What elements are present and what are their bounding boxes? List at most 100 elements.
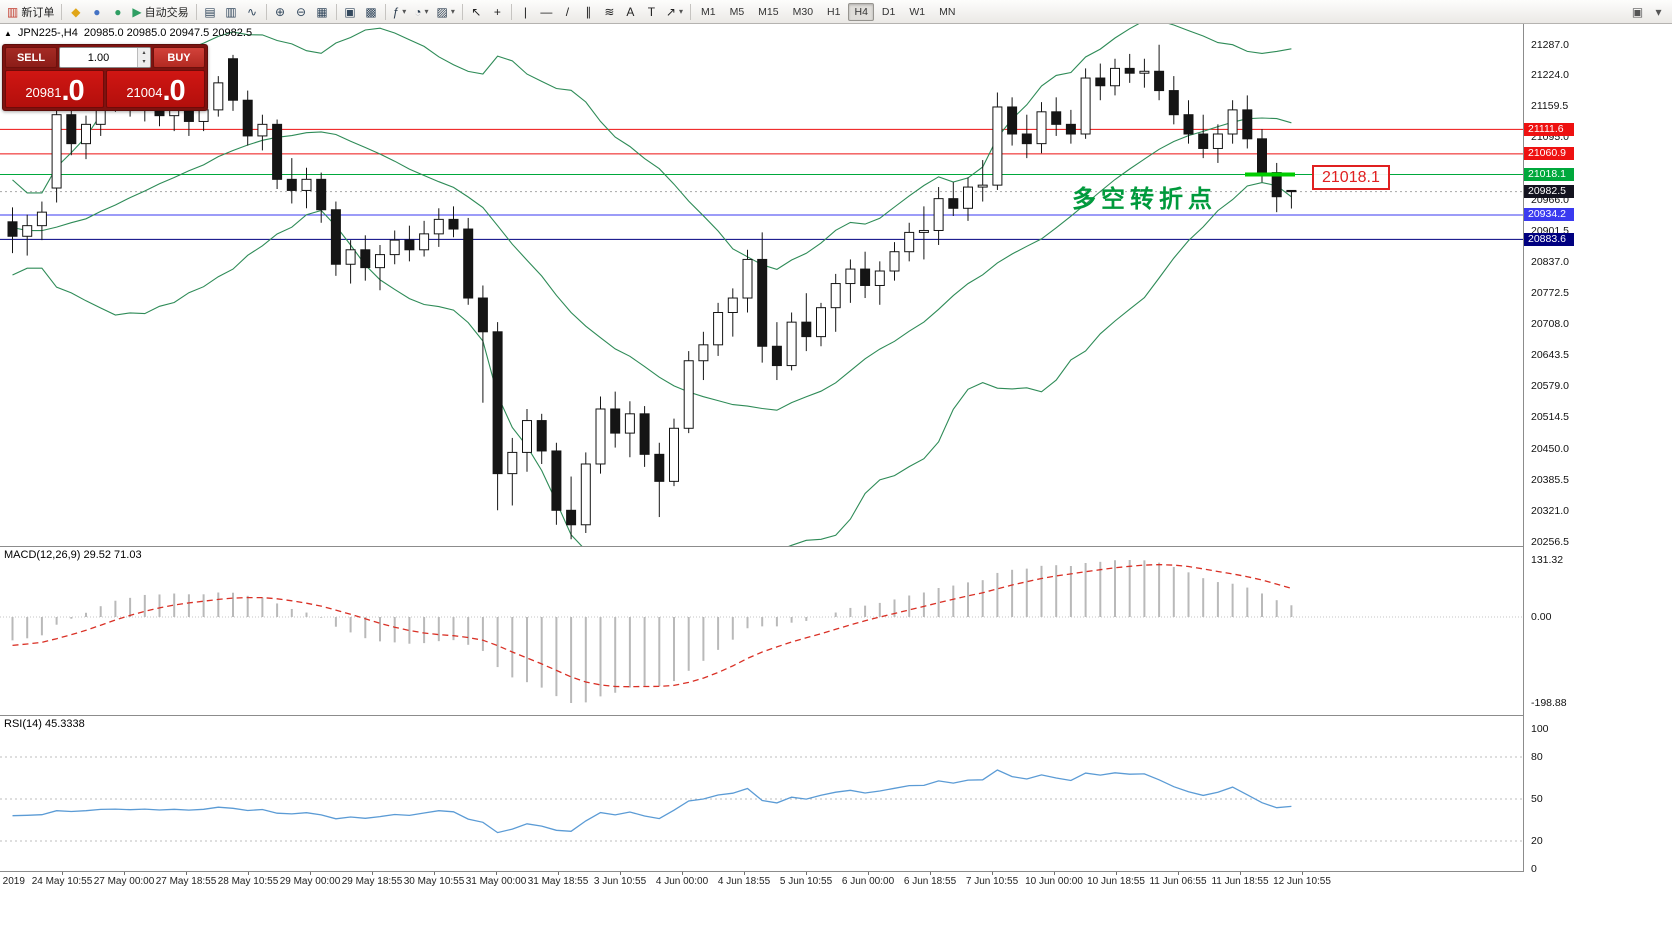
candle bbox=[1271, 162, 1282, 213]
time-label: 27 May 18:55 bbox=[155, 876, 217, 887]
fibonacci-icon: ≋ bbox=[604, 4, 615, 19]
arrows-button[interactable]: ↗ ▾ bbox=[662, 2, 687, 22]
line-chart-button[interactable]: ∿ bbox=[242, 2, 263, 22]
volume-up-button[interactable]: ▴ bbox=[138, 48, 150, 58]
zoom-in-button[interactable]: ⊕ bbox=[270, 2, 291, 22]
candle bbox=[551, 442, 562, 525]
toolbar-divider bbox=[61, 3, 63, 20]
vertical-line-button[interactable]: | bbox=[515, 2, 536, 22]
buy-button[interactable]: BUY bbox=[153, 47, 205, 68]
timeframe-m15-button[interactable]: M15 bbox=[758, 5, 779, 18]
rsi-panel[interactable] bbox=[0, 716, 1523, 871]
candlestick-chart-button[interactable]: ▥ bbox=[221, 2, 242, 22]
candle bbox=[1095, 63, 1106, 101]
horizontal-line-button[interactable]: — bbox=[536, 2, 557, 22]
news-button[interactable]: ● bbox=[107, 2, 128, 22]
restore-window-icon: ▣ bbox=[1631, 4, 1644, 19]
templates-button[interactable]: ▨ ▾ bbox=[433, 2, 459, 22]
vertical-line-icon: | bbox=[523, 4, 527, 19]
candle bbox=[786, 312, 797, 371]
timeframe-h4-button[interactable]: H4 bbox=[848, 2, 874, 21]
candle bbox=[860, 251, 871, 299]
sell-button[interactable]: SELL bbox=[5, 47, 57, 68]
fibonacci-button[interactable]: ≋ bbox=[599, 2, 620, 22]
volume-input[interactable] bbox=[60, 48, 137, 67]
candle bbox=[1021, 114, 1032, 159]
arrows-icon: ↗ bbox=[665, 4, 676, 19]
panel-collapse-icon[interactable]: ▲ bbox=[4, 28, 12, 38]
main-chart[interactable] bbox=[0, 24, 1523, 546]
candle bbox=[816, 302, 826, 347]
caret-icon: ▾ bbox=[402, 7, 407, 16]
timeframe-m30-button[interactable]: M30 bbox=[792, 5, 814, 18]
time-label: 29 May 18:55 bbox=[341, 876, 403, 887]
autotrading-button[interactable]: ▶ 自动交易 bbox=[128, 2, 192, 22]
buy-price-button[interactable]: 21004.0 bbox=[106, 70, 205, 108]
community-button[interactable]: ● bbox=[86, 2, 107, 22]
candle bbox=[874, 261, 885, 305]
volume-down-button[interactable]: ▾ bbox=[138, 57, 150, 67]
macd-panel[interactable] bbox=[0, 547, 1523, 715]
rsi-scale-label: 20 bbox=[1531, 835, 1543, 847]
candlestick-chart-icon: ▥ bbox=[225, 4, 237, 19]
bar-chart-button[interactable]: ▤ bbox=[200, 2, 221, 22]
candle bbox=[1286, 189, 1297, 209]
new-order-button[interactable]: ▥ 新订单 bbox=[3, 2, 58, 22]
indicators-button[interactable]: ƒ ▾ bbox=[389, 2, 411, 22]
time-label: 4 Jun 18:55 bbox=[717, 876, 771, 887]
equidistant-channel-button[interactable]: ∥ bbox=[578, 2, 599, 22]
candle bbox=[492, 322, 503, 511]
trendline-button[interactable]: / bbox=[557, 2, 578, 22]
cascade-windows-button[interactable]: ▩ bbox=[361, 2, 382, 22]
candle bbox=[22, 214, 33, 256]
price-label: 20450.0 bbox=[1531, 442, 1569, 455]
timeframe-h1-button[interactable]: H1 bbox=[827, 5, 841, 18]
candle bbox=[963, 177, 973, 221]
price-label: 20256.5 bbox=[1531, 535, 1569, 548]
price-scale[interactable]: 21287.0 21224.0 21159.5 21095.0 20966.0 20901… bbox=[1524, 0, 1672, 946]
timeframe-mn-button[interactable]: MN bbox=[939, 5, 956, 18]
timeframe-d1-button[interactable]: D1 bbox=[881, 5, 896, 18]
time-label: 12 Jun 10:55 bbox=[1273, 876, 1331, 887]
candle bbox=[992, 92, 1003, 190]
price-callout[interactable]: 21018.1 bbox=[1312, 165, 1390, 190]
timeframe-w1-button[interactable]: W1 bbox=[909, 5, 926, 18]
candle bbox=[463, 217, 474, 305]
auto-arrange-button[interactable]: ▦ bbox=[312, 2, 333, 22]
candle bbox=[639, 406, 650, 467]
candle bbox=[242, 90, 253, 146]
crosshair-button[interactable]: + bbox=[487, 2, 508, 22]
rsi-panel-separator[interactable] bbox=[0, 715, 1672, 716]
candle bbox=[1198, 114, 1209, 159]
time-label: 7 Jun 10:55 bbox=[965, 876, 1019, 887]
time-label: 10 Jun 00:00 bbox=[1025, 876, 1083, 887]
candle bbox=[566, 476, 577, 540]
candle bbox=[1036, 102, 1047, 154]
toolbar-divider bbox=[195, 3, 197, 20]
timeframe-m5-button[interactable]: M5 bbox=[729, 5, 745, 18]
text-button[interactable]: A bbox=[620, 2, 641, 22]
metaeditor-button[interactable]: ◆ bbox=[65, 2, 86, 22]
turning-point-annotation[interactable]: 多空转折点 bbox=[1072, 185, 1217, 213]
candle bbox=[477, 285, 488, 403]
timeframe-m1-button[interactable]: M1 bbox=[700, 5, 716, 18]
tile-windows-button[interactable]: ▣ bbox=[340, 2, 361, 22]
time-tick bbox=[62, 872, 63, 875]
price-tag: 21111.6 bbox=[1524, 122, 1574, 136]
candle bbox=[522, 408, 532, 472]
cursor-button[interactable]: ↖ bbox=[466, 2, 487, 22]
zoom-out-button[interactable]: ⊖ bbox=[291, 2, 312, 22]
time-tick bbox=[124, 872, 125, 875]
new-order-button-label: 新订单 bbox=[21, 6, 55, 19]
restore-window-button[interactable]: ▣ bbox=[1627, 2, 1648, 22]
rsi-scale-label: 80 bbox=[1531, 751, 1543, 763]
macd-panel-separator[interactable] bbox=[0, 546, 1672, 547]
candle bbox=[228, 54, 238, 111]
sell-price-button[interactable]: 20981.0 bbox=[5, 70, 104, 108]
toolbar-overflow-button[interactable]: ▾ bbox=[1648, 2, 1669, 22]
candle bbox=[404, 225, 415, 262]
periods-button[interactable]: ◔ ▾ bbox=[410, 2, 432, 22]
candle bbox=[669, 418, 679, 487]
text-label-button[interactable]: T bbox=[641, 2, 662, 22]
